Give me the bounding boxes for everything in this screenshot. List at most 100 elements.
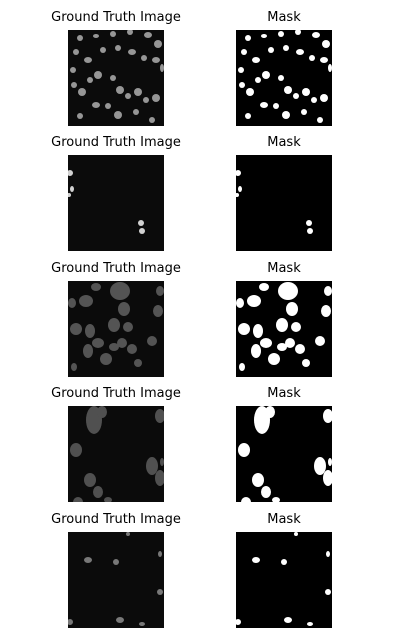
mask-blob	[241, 49, 247, 55]
nucleus	[110, 282, 130, 300]
mask-image	[236, 30, 332, 126]
mask-blob	[236, 170, 241, 176]
nucleus	[71, 363, 77, 371]
mask-blob	[296, 49, 304, 55]
mask-title: Mask	[267, 135, 301, 150]
panel-background	[68, 155, 164, 251]
mask-blob	[251, 344, 261, 358]
mask-blob	[260, 102, 268, 108]
nucleus	[68, 619, 73, 625]
mask-blob	[282, 111, 290, 119]
mask-blob	[323, 470, 332, 486]
mask-blob	[321, 305, 331, 317]
mask-blob	[322, 40, 330, 48]
mask-blob	[252, 557, 260, 563]
ground-truth-title: Ground Truth Image	[51, 386, 181, 401]
nucleus	[144, 32, 152, 38]
mask-blob	[236, 193, 239, 197]
mask-blob	[273, 103, 279, 109]
nucleus	[78, 88, 86, 96]
mask-blob	[245, 35, 251, 41]
nucleus	[152, 94, 160, 102]
nucleus	[87, 77, 93, 83]
mask-blob	[261, 34, 267, 38]
nucleus	[110, 75, 116, 81]
nucleus	[133, 109, 139, 115]
ground-truth-title: Ground Truth Image	[51, 261, 181, 276]
mask-blob	[245, 113, 251, 119]
mask-blob	[283, 45, 289, 51]
nucleus	[116, 617, 124, 623]
nucleus	[92, 338, 104, 348]
nucleus	[70, 323, 82, 335]
mask-blob	[294, 532, 298, 536]
nucleus	[156, 286, 164, 296]
nucleus	[83, 344, 93, 358]
nucleus	[84, 57, 92, 63]
mask-blob	[247, 295, 261, 307]
mask-blob	[286, 302, 298, 316]
ground-truth-image	[68, 281, 164, 377]
nucleus	[71, 82, 77, 88]
mask-blob	[324, 286, 332, 296]
nucleus	[85, 324, 95, 338]
mask-blob	[328, 64, 332, 72]
mask-blob	[278, 282, 298, 300]
nucleus	[149, 117, 155, 123]
mask-blob	[302, 359, 310, 367]
nucleus	[113, 559, 119, 565]
mask-blob	[307, 228, 313, 234]
mask-image	[236, 532, 332, 628]
nucleus	[93, 486, 103, 498]
nucleus	[84, 557, 92, 563]
mask-blob	[239, 363, 245, 371]
mask-blob	[278, 75, 284, 81]
mask-title: Mask	[267, 10, 301, 25]
mask-blob	[238, 443, 250, 457]
panel-background	[236, 155, 332, 251]
ground-truth-title: Ground Truth Image	[51, 512, 181, 527]
mask-image	[236, 155, 332, 251]
nucleus	[92, 102, 100, 108]
mask-blob	[323, 409, 332, 423]
mask-image	[236, 281, 332, 377]
mask-blob	[252, 473, 264, 487]
mask-blob	[320, 57, 328, 63]
nucleus	[68, 170, 73, 176]
mask-blob	[284, 86, 292, 94]
mask-blob	[325, 589, 331, 595]
nucleus	[155, 470, 164, 486]
nucleus	[134, 359, 142, 367]
mask-blob	[259, 283, 269, 291]
nucleus	[153, 305, 163, 317]
mask-blob	[309, 55, 315, 61]
nucleus	[108, 318, 120, 332]
mask-blob	[311, 97, 317, 103]
nucleus	[139, 228, 145, 234]
nucleus	[68, 298, 76, 308]
nucleus	[154, 40, 162, 48]
nucleus	[139, 622, 145, 626]
nucleus	[128, 49, 136, 55]
mask-blob	[276, 318, 288, 332]
nucleus	[134, 88, 142, 96]
mask-blob	[268, 47, 274, 53]
mask-blob	[236, 298, 244, 308]
mask-blob	[239, 82, 245, 88]
nucleus	[157, 589, 163, 595]
mask-blob	[291, 322, 301, 332]
nucleus	[77, 35, 83, 41]
mask-title: Mask	[267, 261, 301, 276]
mask-blob	[301, 109, 307, 115]
ground-truth-image	[68, 155, 164, 251]
ground-truth-title: Ground Truth Image	[51, 10, 181, 25]
mask-blob	[312, 32, 320, 38]
nucleus	[97, 406, 107, 418]
nucleus	[104, 497, 112, 502]
nucleus	[110, 31, 116, 37]
mask-blob	[295, 30, 301, 35]
nucleus	[155, 409, 164, 423]
mask-blob	[268, 353, 280, 365]
nucleus	[138, 220, 144, 226]
nucleus	[68, 193, 71, 197]
